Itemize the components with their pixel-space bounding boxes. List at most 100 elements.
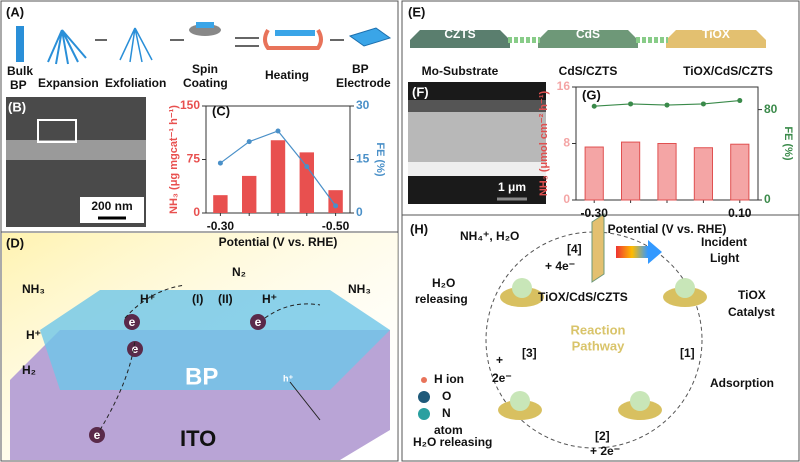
icon [119,27,153,63]
icon [196,22,214,28]
bar [270,140,286,213]
species-label: N₂ [232,265,246,279]
annotation: TiOX [738,288,766,302]
legend-label: atom [434,423,463,437]
fe-marker [664,102,670,108]
legend-label: O [442,389,451,403]
annotation: Light [710,251,739,265]
step-label: (I) [192,292,203,306]
icon [16,26,24,62]
panel-label: (F) [412,84,429,99]
icon [348,27,392,47]
legend-label: H ion [434,372,464,386]
annotation: H₂O releasing [413,435,492,449]
layer [538,30,638,48]
bar [621,141,641,201]
electron-label: e [129,315,136,329]
step-label: Expansion [38,76,99,90]
y-tick-label: 8 [563,136,570,150]
bar [213,195,228,213]
annotation: Adsorption [710,376,774,390]
annotation: NH₄⁺, H₂O [460,229,519,243]
stack-label: Mo-Substrate [422,64,499,78]
layer-label: CZTS [444,27,475,41]
cycle [485,231,703,449]
arrow [235,37,259,47]
arrow [289,381,321,421]
panel-label: (C) [212,103,230,118]
y-tick-label: 16 [557,79,571,93]
catalyst-sphere [512,278,532,298]
annotation: + 2e⁻ [590,444,620,458]
legend-marker [418,391,430,403]
bar [584,146,604,201]
y2-tick-label: 15 [356,152,370,166]
species-label: H⁺ [262,292,277,306]
y-axis-label: NH₃ (μmol cm⁻² h⁻¹) [538,91,550,197]
x-tick-label: -0.30 [581,206,609,220]
species-label: H₂ [22,363,36,377]
fe-marker [304,164,310,170]
x-tick-label: -0.50 [322,219,350,233]
annotation: + [496,353,503,367]
y2-axis-label: FE (%) [374,142,386,177]
highlight-box [37,119,77,143]
panel-label: (G) [582,87,601,102]
tem-layer [408,162,546,176]
legend-marker [421,377,427,383]
light-arrow [648,240,662,264]
annotation: Pathway [572,338,626,353]
y2-tick-label: 30 [356,98,370,112]
layer-label: TiOX [702,27,730,41]
step-label: (II) [218,292,233,306]
annotation: Reaction [571,322,626,337]
panel-label: (A) [6,4,24,19]
electron [127,341,143,357]
panel-label: (D) [6,235,24,250]
x-axis-label: Potential (V vs. RHE) [219,235,338,249]
y-tick-label: 0 [563,192,570,206]
species-label: H⁺ [26,328,41,342]
fe-marker [246,139,252,145]
bar [693,147,713,201]
material-label: ITO [180,426,216,451]
y-tick-label: 150 [180,98,200,112]
catalyst-sphere [510,391,530,411]
fe-marker [737,98,743,104]
layer [666,30,766,48]
step-label: Bulk [7,64,33,78]
x-tick-label: 0.10 [728,206,752,220]
bar [242,175,257,213]
panel-label: (B) [8,99,26,114]
bar [657,143,677,201]
fe-marker [275,128,281,134]
stack-label: TiOX/CdS/CZTS [683,64,773,78]
y-axis-label: NH₃ (μg mgcat⁻¹ h⁻¹) [168,105,180,214]
annotation: releasing [415,292,468,306]
bar [730,143,750,201]
bar [328,190,343,213]
arrow [99,284,321,431]
legend-label: N [442,406,451,420]
species-label: NH₃ [348,282,371,296]
annotation: 2e⁻ [492,371,512,385]
layer-label: CdS [576,27,600,41]
electron [124,314,140,330]
annotation: Incident [701,235,747,249]
step-label: [1] [680,346,695,360]
scale-label: 200 nm [91,199,132,213]
step-label: Heating [265,68,309,82]
step-label: [3] [522,346,537,360]
x-tick-label: -0.30 [207,219,235,233]
y2-tick-label: 80 [764,102,778,116]
scale-label: 1 μm [498,180,526,194]
step-label: BP [10,78,27,92]
step-label: Spin [192,62,218,76]
electron-label: e [132,342,139,356]
electron [250,314,266,330]
annotation: TiOX/CdS/CZTS [538,290,628,304]
light-arrow [616,246,648,258]
electron [89,427,105,443]
x-axis-label: Potential (V vs. RHE) [608,222,727,236]
